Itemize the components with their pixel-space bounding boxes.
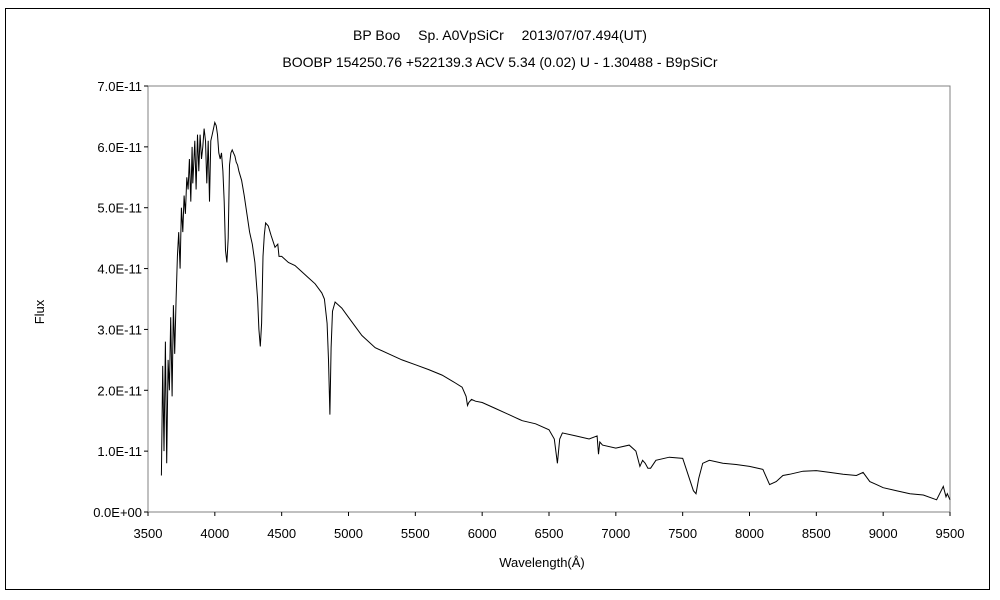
y-tick-label: 3.0E-11: [97, 322, 142, 337]
y-tick-label: 1.0E-11: [97, 444, 142, 459]
x-tick-label: 8000: [735, 526, 764, 541]
y-axis: 0.0E+00 1.0E-11 2.0E-11 3.0E-11 4.0E-11 5.0E-…: [93, 79, 148, 520]
chart-subtitle: BOOBP 154250.76 +522139.3 ACV 5.34 (0.02…: [282, 54, 718, 70]
x-tick-label: 9000: [869, 526, 898, 541]
x-tick-label: 5000: [334, 526, 363, 541]
x-tick-label: 4500: [267, 526, 296, 541]
y-tick-label: 5.0E-11: [97, 201, 142, 216]
x-axis: 3500 4000 4500 5000 5500 6000 6500 7000 7500 8000…: [134, 512, 965, 541]
y-axis-label: Flux: [32, 299, 47, 324]
x-axis-label: Wavelength(Å): [499, 555, 585, 570]
x-tick-label: 4000: [200, 526, 229, 541]
y-tick-label: 2.0E-11: [97, 383, 142, 398]
y-tick-label: 4.0E-11: [97, 262, 142, 277]
y-tick-label: 7.0E-11: [97, 79, 142, 94]
y-tick-label: 0.0E+00: [93, 505, 142, 520]
x-tick-label: 9500: [936, 526, 965, 541]
x-tick-label: 3500: [134, 526, 163, 541]
x-tick-label: 5500: [401, 526, 430, 541]
x-tick-label: 6000: [468, 526, 497, 541]
series-line: [160, 120, 951, 501]
x-tick-label: 6500: [535, 526, 564, 541]
x-tick-label: 7500: [668, 526, 697, 541]
chart-frame: [5, 8, 990, 590]
x-tick-label: 7000: [601, 526, 630, 541]
y-tick-label: 6.0E-11: [97, 140, 142, 155]
chart-title: BP Boo Sp. A0VpSiCr 2013/07/07.494(UT): [353, 27, 647, 43]
plot-area: [147, 85, 951, 513]
x-tick-label: 8500: [802, 526, 831, 541]
